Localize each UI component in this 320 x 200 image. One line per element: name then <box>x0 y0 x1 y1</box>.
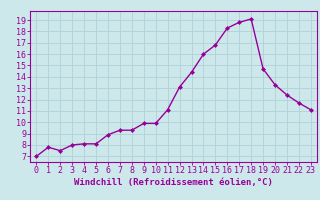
X-axis label: Windchill (Refroidissement éolien,°C): Windchill (Refroidissement éolien,°C) <box>74 178 273 187</box>
